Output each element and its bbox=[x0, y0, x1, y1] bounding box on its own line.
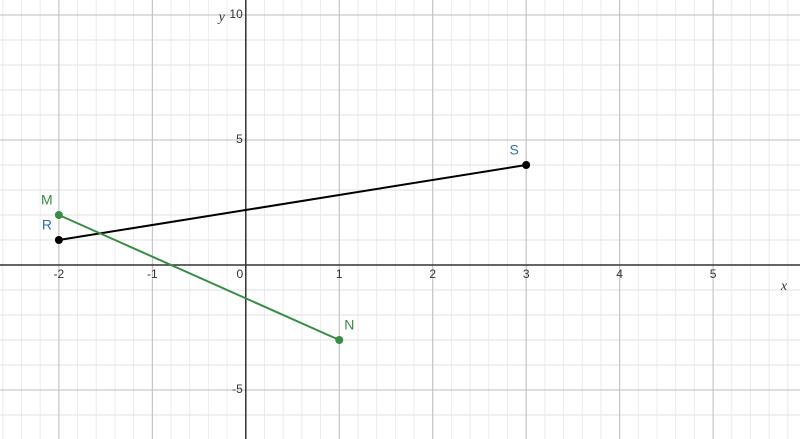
point-label: N bbox=[344, 317, 354, 333]
x-tick-label: -1 bbox=[147, 267, 158, 281]
point-label: S bbox=[509, 142, 518, 158]
point bbox=[335, 336, 344, 344]
y-tick-label: 10 bbox=[229, 7, 243, 21]
x-tick-label: 2 bbox=[429, 267, 436, 281]
point bbox=[54, 236, 63, 244]
x-tick-label: 4 bbox=[616, 267, 623, 281]
y-axis-label: y bbox=[217, 10, 226, 25]
segment bbox=[58, 214, 340, 341]
x-tick-label: 3 bbox=[523, 267, 530, 281]
point-label: R bbox=[42, 217, 52, 233]
x-axis-label: x bbox=[780, 279, 788, 294]
point bbox=[54, 211, 63, 219]
x-tick-label: 0 bbox=[236, 267, 243, 281]
point bbox=[522, 161, 531, 169]
x-tick-label: 1 bbox=[336, 267, 343, 281]
marks: R S M N bbox=[41, 142, 531, 344]
y-tick-label: 5 bbox=[236, 132, 243, 146]
y-tick-label: -5 bbox=[232, 382, 243, 396]
x-tick-label: -2 bbox=[54, 267, 65, 281]
point-label: M bbox=[41, 192, 53, 208]
x-tick-label: 5 bbox=[710, 267, 717, 281]
segment bbox=[58, 164, 527, 241]
